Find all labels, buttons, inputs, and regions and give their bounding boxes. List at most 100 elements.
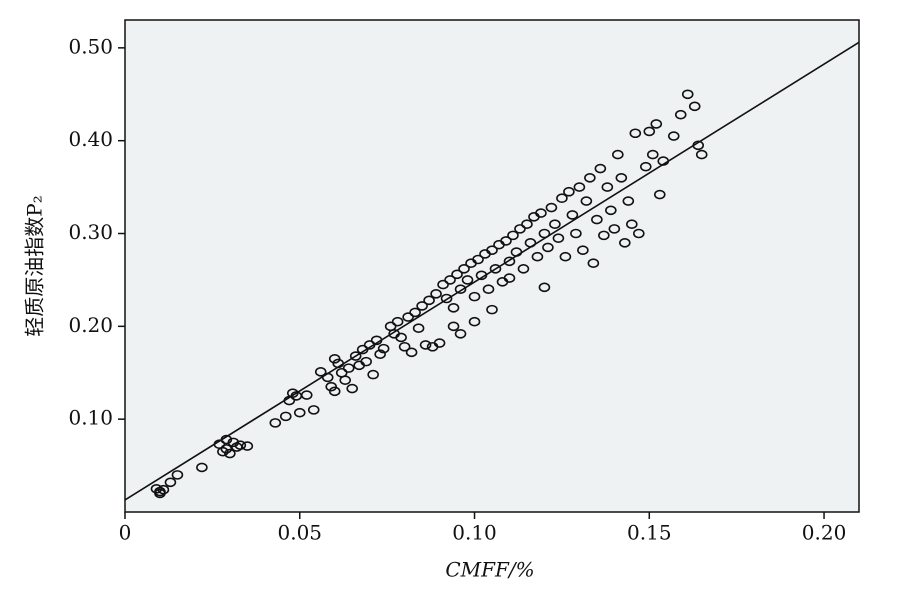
- point: [486, 304, 498, 315]
- point: [395, 332, 407, 343]
- point: [500, 236, 512, 246]
- point: [594, 163, 607, 174]
- point: [521, 219, 533, 230]
- point: [584, 173, 596, 183]
- point: [507, 230, 519, 241]
- point: [416, 301, 428, 311]
- x-tick-label: 0.20: [802, 521, 847, 545]
- point: [552, 233, 565, 243]
- point: [626, 219, 638, 230]
- point: [360, 356, 372, 367]
- point: [612, 149, 624, 160]
- point: [580, 196, 593, 206]
- point: [629, 128, 642, 139]
- point: [615, 173, 628, 183]
- point: [419, 340, 432, 350]
- y-tick-label: 0.50: [68, 34, 113, 58]
- point: [430, 289, 442, 299]
- point: [475, 270, 488, 281]
- point: [307, 405, 320, 415]
- point: [314, 367, 327, 377]
- point: [171, 470, 184, 480]
- point: [454, 328, 467, 339]
- point: [468, 291, 481, 302]
- point: [447, 302, 460, 313]
- point: [643, 126, 656, 137]
- point: [605, 205, 617, 216]
- point: [154, 488, 166, 499]
- point: [646, 149, 659, 160]
- point: [398, 341, 411, 352]
- point: [293, 407, 306, 418]
- point: [681, 89, 694, 100]
- point: [363, 340, 376, 350]
- x-tick-label: 0.05: [277, 521, 322, 545]
- x-axis-label: CMFF/%: [445, 558, 534, 582]
- point: [409, 307, 421, 318]
- point: [632, 228, 645, 239]
- point: [472, 254, 484, 265]
- point: [489, 263, 502, 274]
- point: [545, 202, 558, 213]
- point: [405, 347, 418, 358]
- point: [503, 273, 516, 283]
- point: [542, 242, 554, 253]
- point: [196, 462, 208, 473]
- point: [300, 390, 313, 400]
- y-tick-label: 0.30: [68, 220, 113, 244]
- point: [653, 189, 666, 200]
- plot-frame: [124, 19, 860, 513]
- point: [587, 258, 600, 269]
- x-tick-label: 0: [119, 521, 132, 545]
- point: [220, 434, 233, 445]
- y-axis-label: 轻质原油指数P₂: [23, 195, 47, 336]
- point: [619, 237, 631, 248]
- point: [332, 358, 345, 369]
- point: [598, 230, 610, 241]
- point: [412, 323, 425, 333]
- point: [538, 228, 551, 239]
- point: [321, 372, 334, 383]
- point: [695, 149, 708, 160]
- point: [346, 383, 358, 394]
- y-tick-label: 0.20: [68, 313, 113, 337]
- point: [657, 156, 670, 166]
- x-tick-label: 0.15: [627, 521, 672, 545]
- point: [570, 228, 582, 239]
- point: [454, 284, 467, 295]
- point: [510, 247, 523, 257]
- point: [423, 295, 435, 306]
- point: [328, 386, 341, 397]
- point: [224, 448, 236, 459]
- point: [535, 208, 547, 218]
- point: [566, 210, 579, 220]
- point: [591, 214, 603, 225]
- point: [486, 245, 498, 256]
- point: [451, 269, 463, 280]
- point: [531, 251, 544, 262]
- point: [356, 344, 369, 355]
- point: [514, 224, 526, 234]
- point: [538, 282, 551, 293]
- point: [402, 312, 414, 322]
- point: [622, 196, 635, 206]
- point: [447, 321, 460, 332]
- point: [234, 440, 247, 450]
- point: [577, 245, 589, 256]
- point: [433, 338, 446, 348]
- x-tick-label: 0.10: [452, 521, 497, 545]
- point: [524, 237, 537, 248]
- point: [667, 131, 680, 141]
- point: [342, 363, 355, 373]
- point: [601, 182, 614, 192]
- point: [573, 182, 586, 192]
- point: [461, 275, 474, 285]
- point: [517, 263, 530, 274]
- y-tick-label: 0.10: [68, 406, 113, 430]
- point: [639, 161, 652, 172]
- point: [367, 369, 379, 380]
- point: [482, 284, 495, 295]
- point: [269, 418, 282, 428]
- point: [563, 186, 575, 197]
